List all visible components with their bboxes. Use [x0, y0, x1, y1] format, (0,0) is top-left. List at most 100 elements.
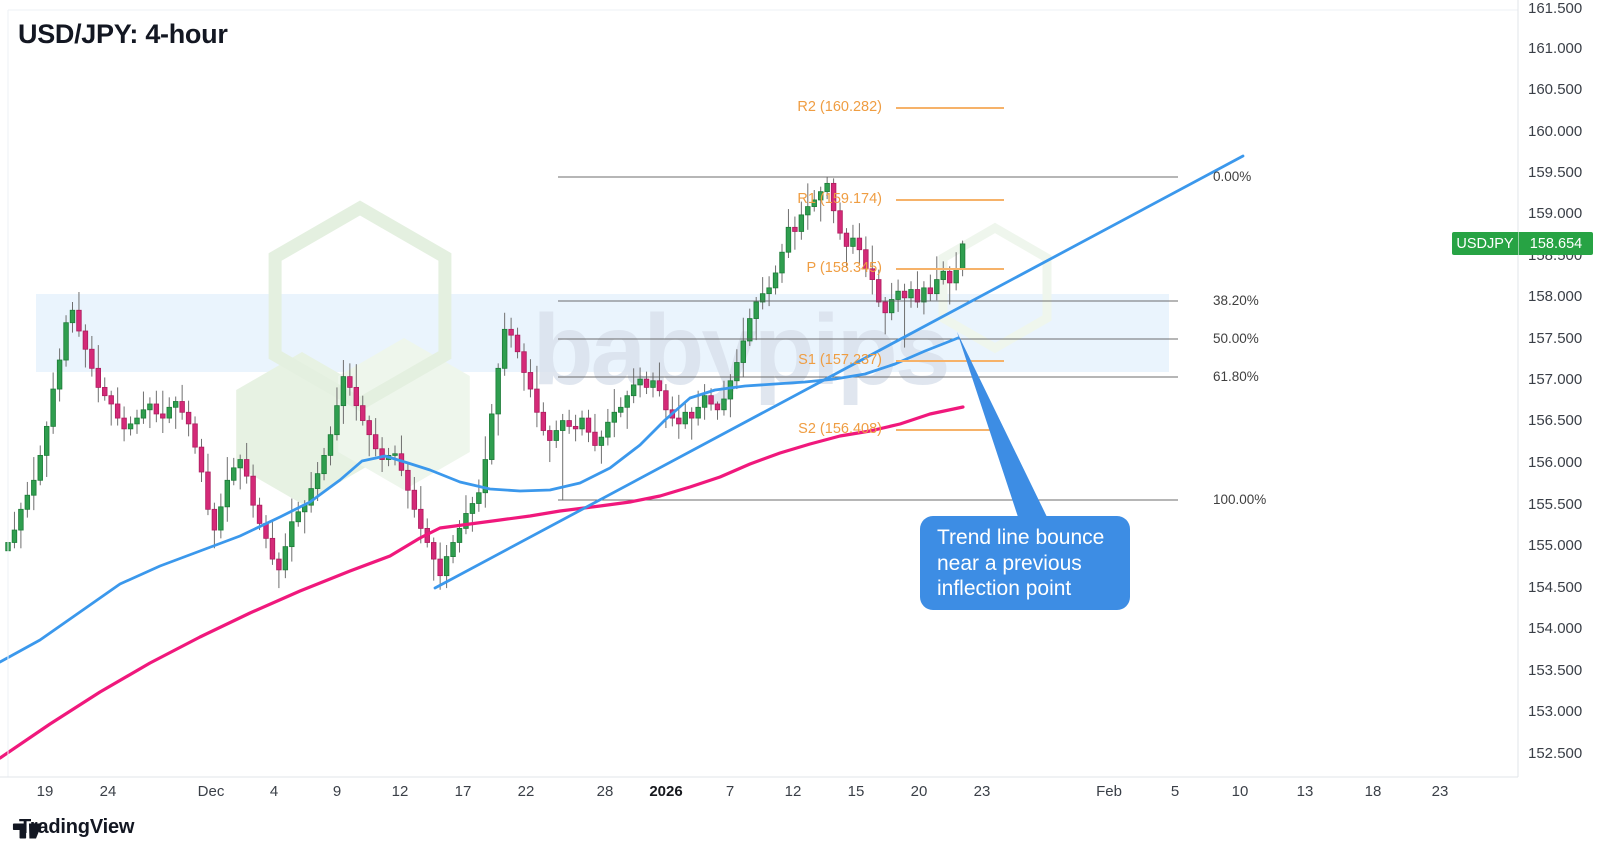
candle	[869, 245, 875, 295]
candle	[585, 409, 592, 443]
candle	[959, 240, 966, 277]
candle	[327, 426, 334, 466]
candle	[489, 403, 495, 465]
candle	[850, 224, 856, 254]
price-axis-label: 159.500	[1528, 164, 1583, 181]
candle	[888, 282, 895, 321]
time-axis-label: Feb	[1096, 783, 1122, 800]
candle	[50, 372, 56, 434]
price-axis-label: 156.000	[1528, 454, 1583, 471]
fib-label: 0.00%	[1213, 169, 1252, 184]
annotation-callout[interactable]: Trend line bounce near a previous inflec…	[920, 516, 1130, 610]
time-axis-label: 19	[36, 783, 54, 800]
time-axis-label: 22	[517, 783, 535, 800]
candle	[566, 409, 572, 434]
candle	[69, 301, 76, 333]
candle	[747, 308, 753, 346]
candle	[921, 281, 927, 315]
candle	[534, 365, 540, 428]
price-axis-label: 154.500	[1528, 579, 1583, 596]
price-axis-label: 153.000	[1528, 703, 1583, 720]
price-axis-label: 157.500	[1528, 330, 1583, 347]
candle	[521, 343, 527, 391]
candle	[953, 252, 959, 291]
candle	[482, 436, 488, 508]
price-axis-label: 160.500	[1528, 81, 1583, 98]
candle	[353, 364, 359, 421]
time-axis-label: 18	[1364, 783, 1382, 800]
price-axis[interactable]	[1518, 0, 1600, 777]
candle	[198, 438, 205, 482]
candle	[418, 486, 424, 544]
candle	[56, 348, 63, 402]
candle	[469, 496, 476, 532]
candle	[779, 243, 785, 283]
candle	[811, 189, 817, 212]
candle	[572, 414, 579, 442]
candle	[863, 236, 869, 278]
price-axis-label: 156.500	[1528, 412, 1583, 429]
time-axis-label: 13	[1296, 783, 1314, 800]
candle	[282, 533, 289, 579]
candle	[24, 481, 31, 518]
annotation-wedge	[957, 332, 1047, 517]
candle	[63, 315, 69, 367]
pivot-label: P (158.345)	[806, 260, 882, 276]
candle	[598, 430, 605, 464]
time-axis-label: 10	[1231, 783, 1249, 800]
time-axis-label: 7	[725, 783, 735, 800]
time-axis-label: Dec	[197, 783, 225, 800]
candle	[114, 387, 121, 426]
candle	[205, 453, 211, 516]
last-price-badge: USDJPY 158.654	[1452, 232, 1593, 255]
candle	[82, 324, 89, 368]
time-axis[interactable]	[0, 777, 1518, 807]
candle	[224, 457, 230, 522]
trend-line[interactable]	[433, 154, 1245, 590]
candle	[527, 359, 534, 398]
price-axis-label: 155.000	[1528, 537, 1583, 554]
time-axis-label: 5	[1170, 783, 1180, 800]
candle	[269, 520, 276, 565]
candle	[405, 463, 411, 509]
candle	[263, 515, 269, 549]
candle	[727, 374, 734, 418]
candle	[134, 409, 140, 434]
candle	[605, 408, 611, 446]
candle	[553, 420, 559, 448]
fib-label: 61.80%	[1213, 369, 1259, 384]
candle	[714, 401, 721, 420]
candle	[882, 296, 888, 335]
candle	[276, 552, 282, 589]
candle	[630, 368, 637, 404]
candle	[830, 178, 837, 224]
candle	[366, 415, 372, 457]
fib-label: 38.20%	[1213, 293, 1259, 308]
candle	[211, 502, 218, 549]
price-axis-label: 157.000	[1528, 371, 1583, 388]
candle	[102, 377, 108, 401]
candle	[411, 476, 418, 518]
candle	[392, 445, 398, 466]
annotation-line: near a previous	[937, 551, 1082, 575]
candle	[437, 542, 443, 590]
ma-fast-line	[0, 336, 960, 664]
candle	[792, 216, 798, 250]
candle	[172, 396, 179, 429]
candle	[295, 501, 301, 527]
candle	[753, 296, 759, 341]
highlight-zone	[36, 294, 1169, 372]
price-axis-label: 153.500	[1528, 662, 1583, 679]
candle	[347, 363, 353, 396]
price-axis-label: 152.500	[1528, 745, 1583, 762]
pivot-label: R2 (160.282)	[797, 99, 882, 115]
candle	[192, 416, 198, 454]
watermark-hexagon	[938, 222, 1052, 354]
candle	[314, 462, 321, 502]
candle	[18, 502, 24, 549]
candle	[689, 407, 695, 440]
candle	[514, 327, 521, 359]
candle	[360, 395, 366, 426]
